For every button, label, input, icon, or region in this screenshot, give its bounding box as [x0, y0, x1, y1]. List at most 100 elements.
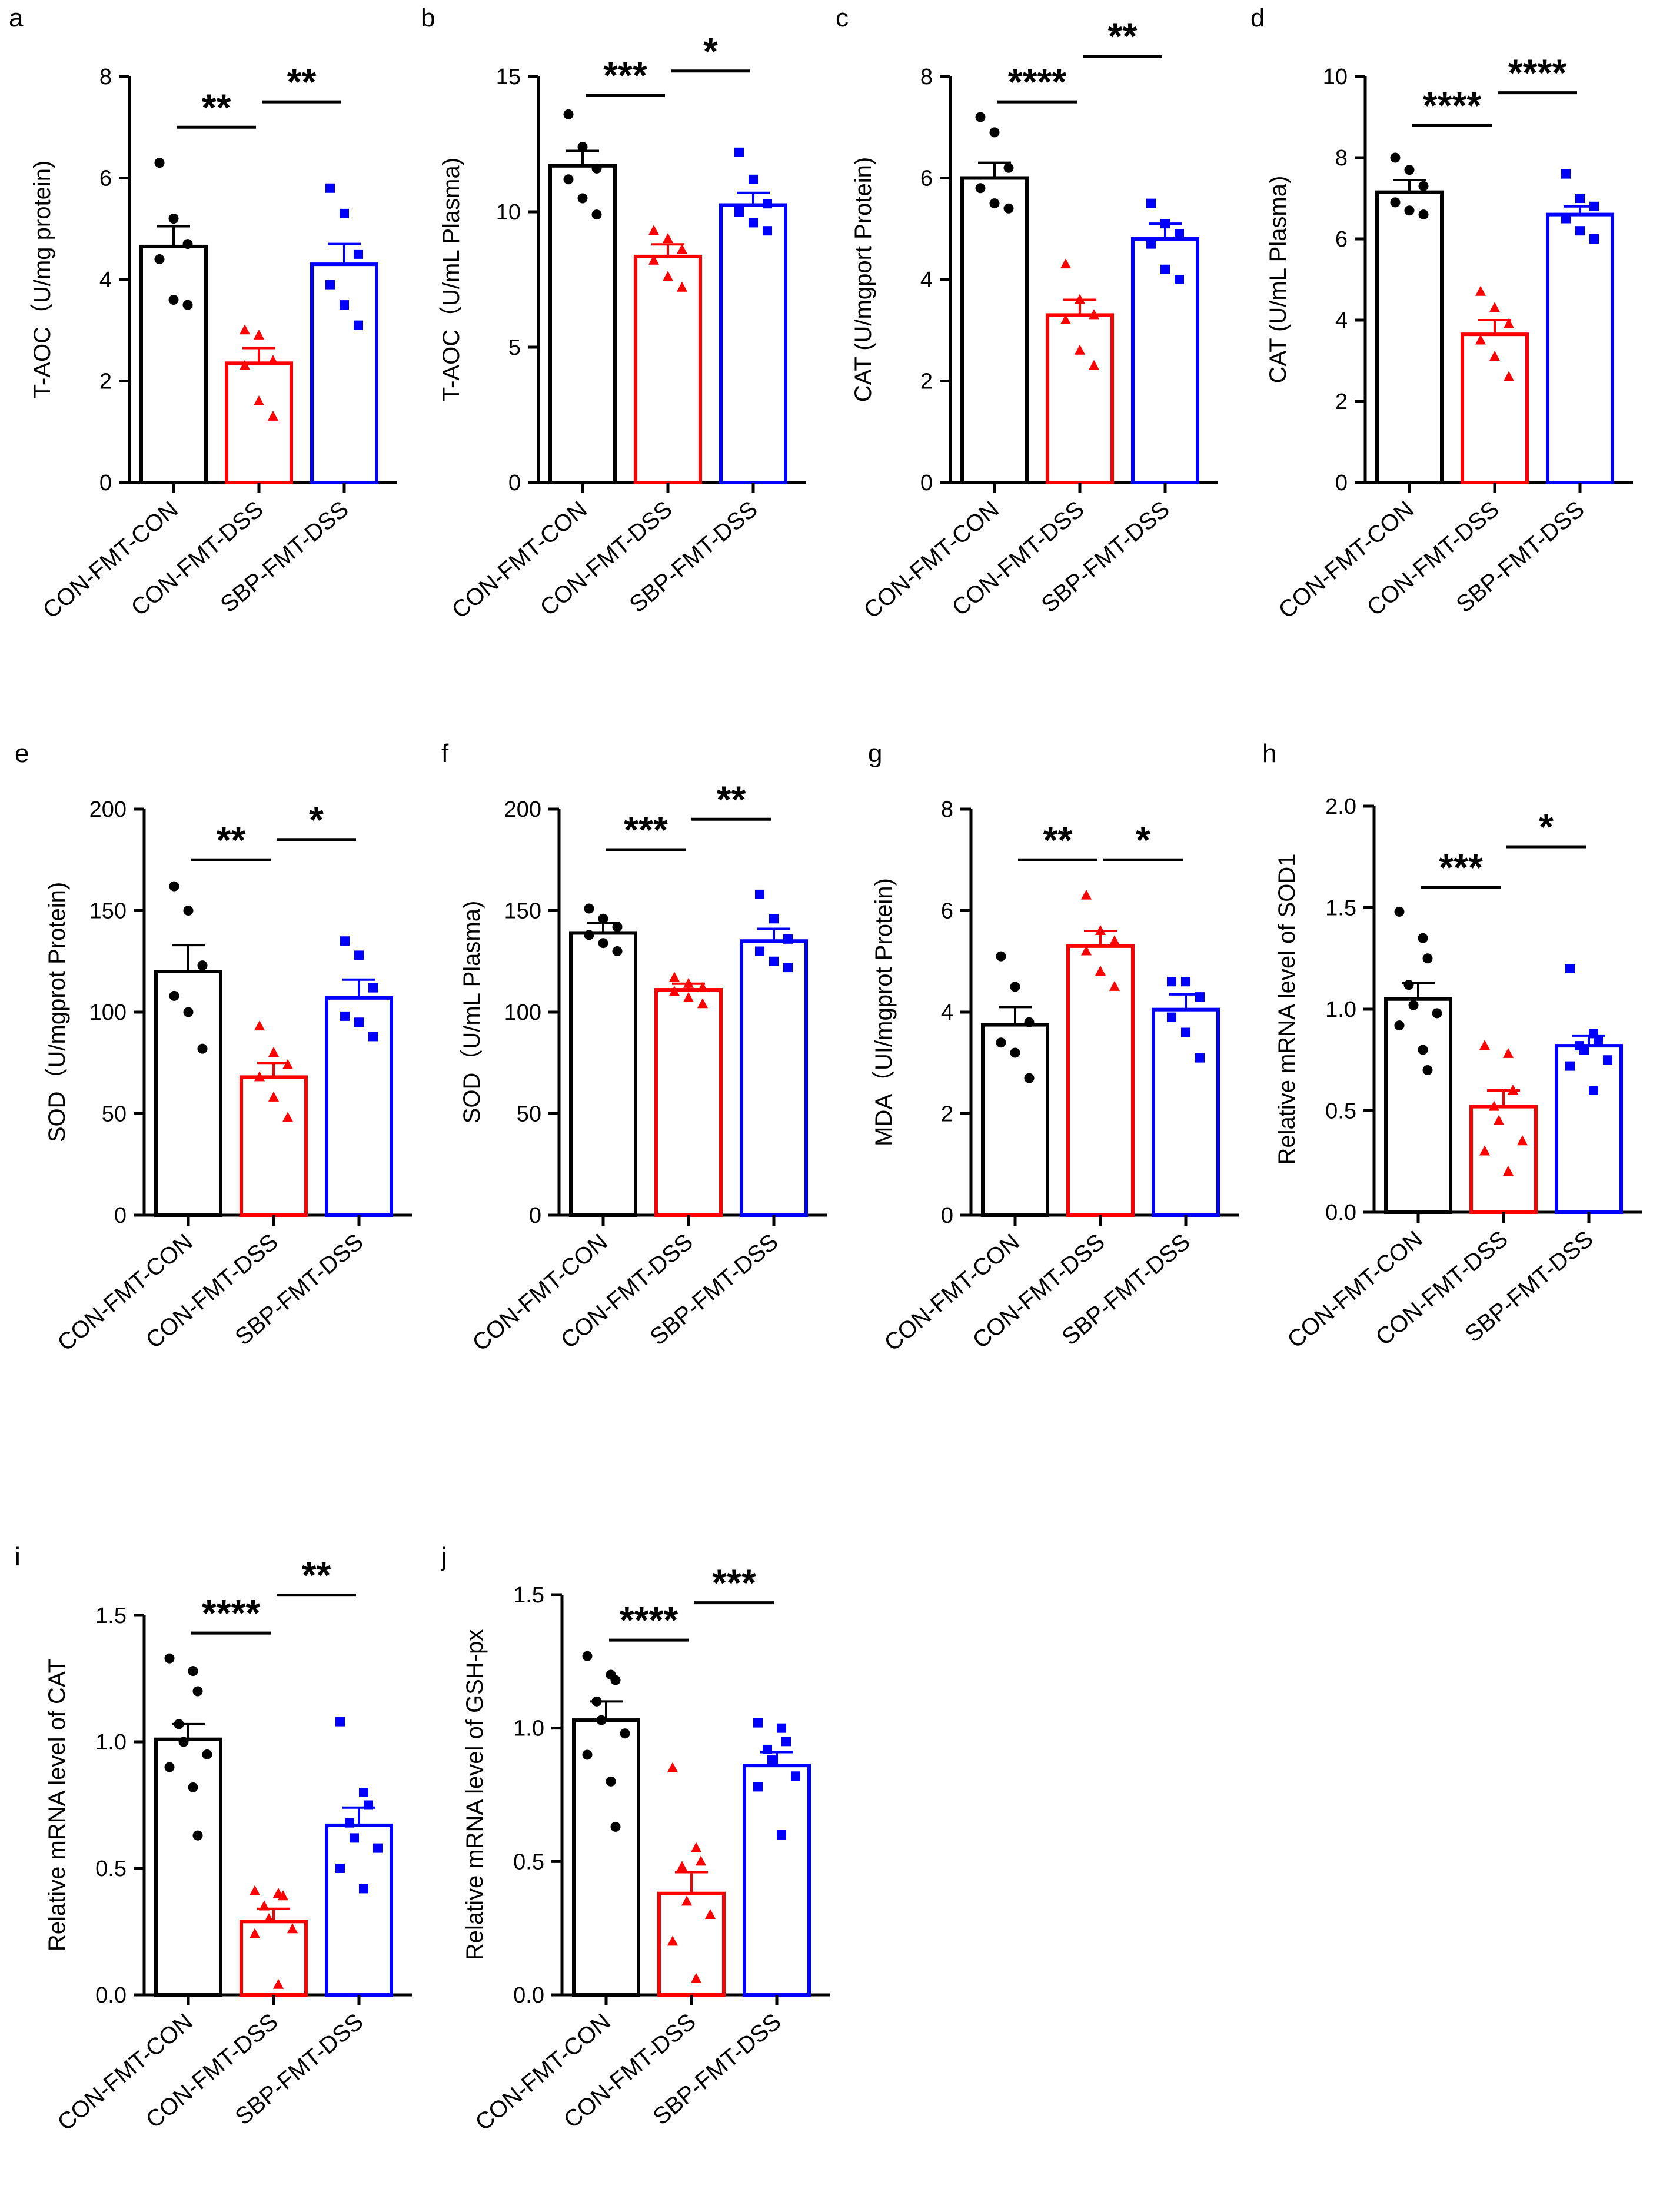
data-point — [192, 1686, 203, 1697]
panel-letter: g — [868, 739, 882, 768]
y-tick-label: 2.0 — [1325, 794, 1356, 819]
y-tick-label: 100 — [89, 1000, 127, 1025]
data-point — [596, 1715, 607, 1725]
y-tick-label: 50 — [102, 1102, 127, 1127]
data-point — [663, 271, 673, 281]
significance-label: *** — [712, 1562, 756, 1604]
data-point — [1167, 1012, 1176, 1022]
data-point — [268, 1047, 279, 1057]
data-point — [783, 963, 793, 973]
data-point — [1181, 977, 1190, 987]
data-point — [1432, 1008, 1442, 1019]
data-point — [763, 226, 772, 236]
y-tick-label: 1.0 — [1325, 997, 1356, 1022]
data-point — [268, 1091, 279, 1102]
data-point — [278, 1890, 288, 1901]
bar-con-fmt-con — [960, 176, 1029, 484]
y-tick-label: 10 — [1323, 65, 1348, 89]
panel-letter: d — [1250, 4, 1265, 32]
bar-sbp-fmt-dss — [1131, 237, 1199, 484]
data-point — [340, 1011, 350, 1021]
panel-letter: h — [1262, 739, 1276, 768]
bar-sbp-fmt-dss — [740, 939, 808, 1217]
data-point — [268, 355, 278, 365]
y-tick-label: 100 — [504, 1000, 541, 1025]
data-point — [1418, 209, 1429, 220]
y-tick-label: 15 — [496, 65, 521, 89]
data-point — [202, 1749, 212, 1759]
data-point — [606, 1776, 616, 1787]
data-point — [1589, 201, 1599, 211]
data-point — [154, 254, 165, 264]
data-point — [755, 889, 764, 899]
data-point — [192, 1830, 203, 1841]
data-point — [1475, 285, 1486, 296]
data-point — [648, 254, 659, 265]
y-tick-label: 2 — [1335, 390, 1348, 414]
data-point — [697, 982, 708, 992]
y-tick-label: 0.0 — [513, 1983, 544, 2008]
data-point — [1575, 194, 1585, 203]
significance-label: * — [1539, 806, 1554, 848]
panel-letter: i — [15, 1542, 21, 1571]
bar-con-fmt-con — [1384, 997, 1452, 1214]
y-tick-label: 4 — [1335, 308, 1348, 333]
data-point — [591, 163, 602, 174]
data-point — [1024, 1017, 1035, 1027]
y-tick-label: 1.5 — [1325, 896, 1356, 921]
y-tick-label: 2 — [920, 370, 933, 394]
data-point — [335, 1717, 345, 1727]
data-point — [612, 922, 623, 932]
bar-sbp-fmt-dss — [310, 262, 378, 484]
y-tick-label: 200 — [504, 797, 541, 822]
data-point — [763, 1744, 772, 1754]
data-point — [1489, 351, 1500, 361]
data-point — [577, 142, 588, 152]
data-point — [1575, 226, 1585, 236]
data-point — [188, 1782, 198, 1792]
panel-h: h 0.0 0.5 1.0 1.5 2.0 Relative mRNA level of S… — [1262, 739, 1642, 1353]
data-point — [1404, 205, 1415, 216]
data-point — [1095, 966, 1106, 976]
y-tick-label: 0 — [1335, 471, 1348, 495]
data-point — [1010, 982, 1020, 992]
data-point — [169, 990, 179, 1001]
data-point — [1561, 214, 1571, 224]
data-point — [350, 1833, 359, 1843]
data-point — [168, 214, 179, 224]
data-point — [368, 983, 378, 993]
data-point — [178, 1737, 189, 1747]
data-point — [273, 1978, 284, 1989]
data-point — [1160, 264, 1170, 274]
data-point — [1109, 980, 1120, 991]
y-tick-label: 4 — [941, 1000, 953, 1025]
bar-sbp-fmt-dss — [325, 996, 393, 1217]
data-point — [1089, 360, 1099, 370]
data-point — [975, 112, 986, 122]
data-point — [677, 244, 687, 254]
data-point — [734, 147, 744, 157]
data-point — [1422, 1065, 1433, 1075]
y-axis-title: SOD（U/mL Plasma) — [459, 901, 485, 1124]
significance-label: **** — [1423, 84, 1482, 127]
y-tick-label: 8 — [920, 65, 933, 89]
data-point — [1479, 1040, 1490, 1050]
significance-label: ** — [217, 819, 246, 861]
data-point — [1504, 318, 1514, 328]
data-point — [582, 1749, 593, 1760]
data-point — [598, 913, 608, 924]
significance-label: ** — [302, 1554, 331, 1596]
data-point — [1408, 1000, 1419, 1010]
y-tick-label: 2 — [99, 370, 112, 394]
data-point — [1579, 1045, 1589, 1055]
bar-con-fmt-dss — [654, 988, 723, 1218]
data-point — [1475, 334, 1486, 345]
data-point — [1109, 935, 1120, 946]
data-point — [755, 946, 764, 956]
data-point — [683, 977, 694, 988]
data-point — [610, 1821, 621, 1832]
data-point — [197, 1043, 208, 1054]
